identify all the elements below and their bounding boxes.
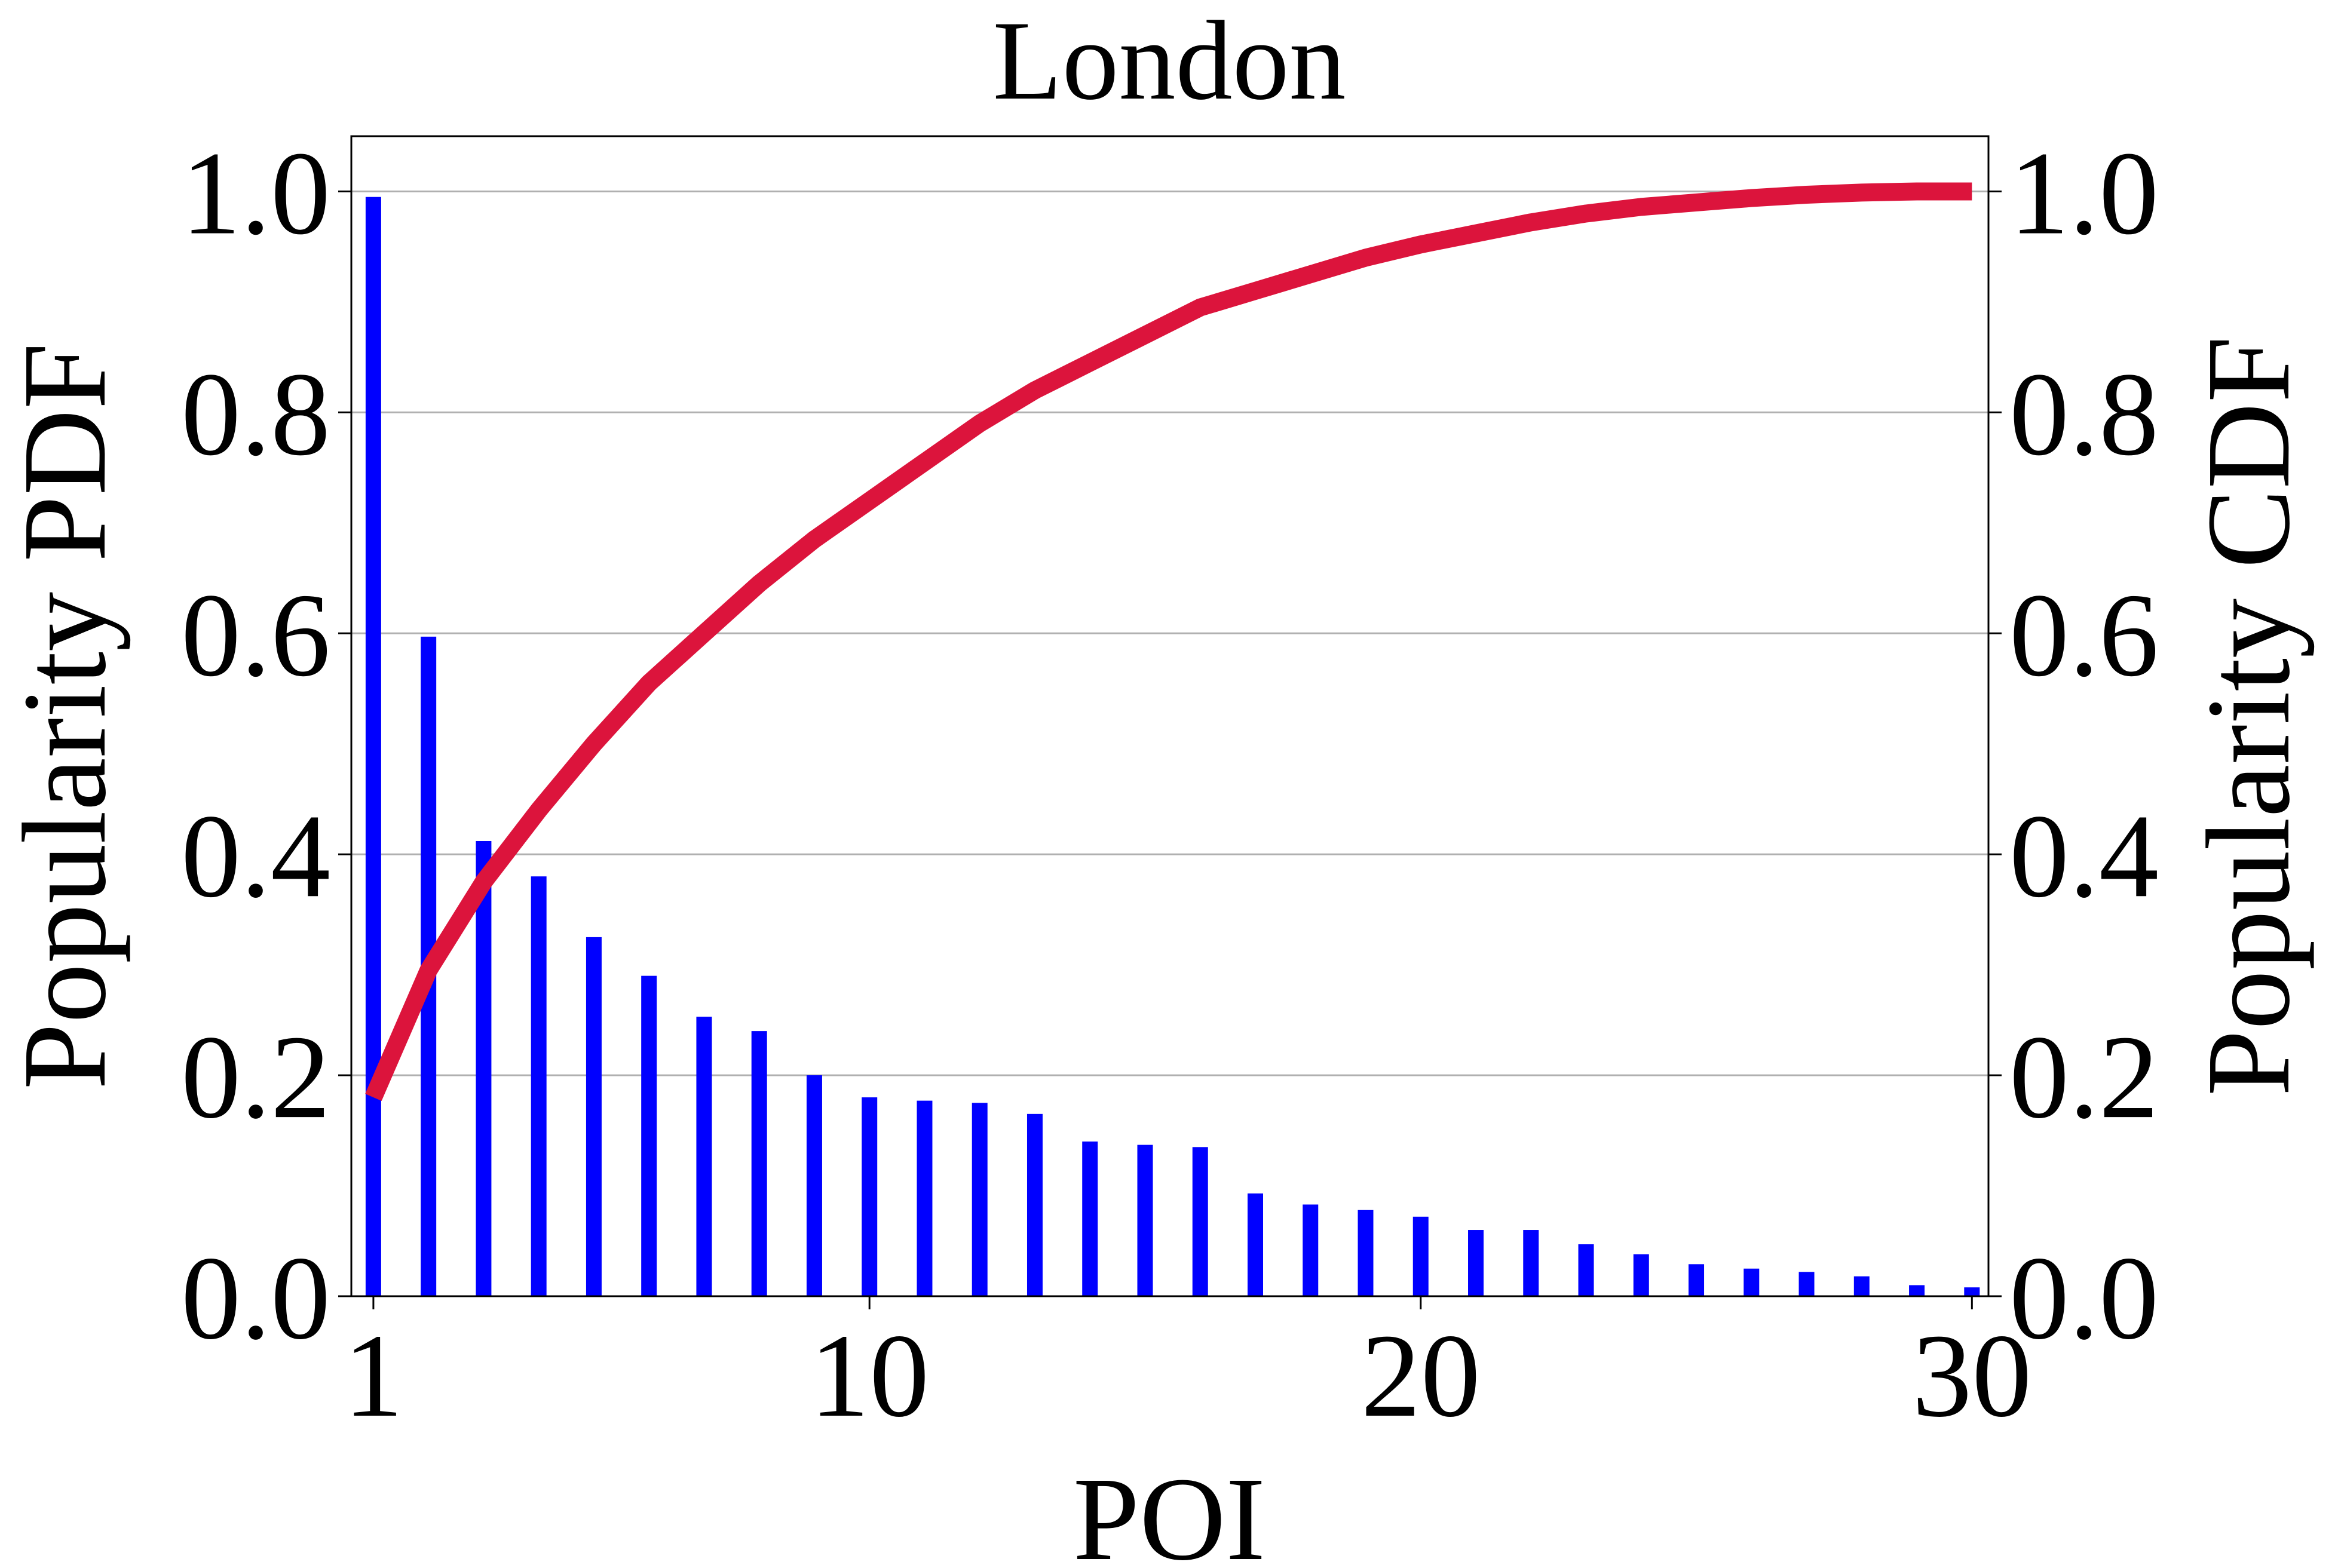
bar-16	[1192, 1147, 1208, 1296]
bar-23	[1578, 1244, 1594, 1296]
left-y-tick-label-2: 0.4	[181, 790, 330, 922]
right-y-tick-label-4: 0.8	[2009, 348, 2159, 480]
left-y-axis-label: Popularity PDF	[0, 343, 131, 1090]
x-axis: 1 10 20 30	[344, 1296, 2031, 1442]
bar-series	[365, 197, 1980, 1296]
bar-24	[1633, 1254, 1649, 1296]
bar-18	[1303, 1204, 1319, 1296]
bar-4	[531, 876, 547, 1296]
bar-13	[1026, 1113, 1043, 1296]
bar-17	[1247, 1193, 1263, 1296]
right-y-tick-label-3: 0.6	[2009, 569, 2159, 701]
left-y-tick-label-3: 0.6	[181, 569, 330, 701]
bar-19	[1358, 1210, 1374, 1296]
grid	[351, 190, 1988, 1076]
bar-28	[1853, 1276, 1870, 1296]
left-y-axis: 0.0 0.2 0.4 0.6 0.8 1.0	[181, 127, 351, 1364]
x-tick-label-10: 10	[810, 1310, 929, 1442]
bar-7	[696, 1017, 712, 1296]
bar-6	[641, 975, 657, 1296]
x-tick-label-20: 20	[1361, 1310, 1481, 1442]
chart-title: London	[992, 0, 1346, 124]
bar-12	[972, 1103, 988, 1296]
right-y-tick-label-2: 0.4	[2009, 790, 2159, 922]
bar-10	[862, 1097, 878, 1296]
bar-29	[1909, 1285, 1925, 1296]
bar-11	[917, 1100, 933, 1296]
bar-14	[1082, 1142, 1098, 1296]
right-y-tick-label-0: 0.0	[2009, 1232, 2159, 1364]
right-y-tick-label-5: 1.0	[2009, 127, 2159, 259]
left-y-tick-label-5: 1.0	[181, 127, 330, 259]
bar-25	[1689, 1264, 1705, 1296]
bar-1	[365, 197, 381, 1296]
bar-27	[1798, 1272, 1815, 1296]
right-y-axis: 0.0 0.2 0.4 0.6 0.8 1.0	[1988, 127, 2159, 1364]
x-tick-label-30: 30	[1912, 1310, 2031, 1442]
bar-15	[1137, 1144, 1153, 1296]
bar-20	[1412, 1216, 1429, 1296]
bar-30	[1964, 1287, 1980, 1296]
right-y-axis-label: Popularity CDF	[2183, 336, 2315, 1096]
bar-5	[586, 937, 602, 1296]
left-y-tick-label-0: 0.0	[181, 1232, 330, 1364]
x-tick-label-1: 1	[344, 1310, 403, 1442]
bar-22	[1523, 1230, 1539, 1296]
bar-9	[806, 1075, 822, 1296]
bar-26	[1743, 1268, 1760, 1296]
right-y-tick-label-1: 0.2	[2009, 1011, 2159, 1143]
cdf-line	[365, 182, 1972, 1101]
cdf-series	[365, 182, 1972, 1101]
left-y-tick-label-1: 0.2	[181, 1011, 330, 1143]
plot-frame	[350, 135, 1990, 1297]
left-y-tick-label-4: 0.8	[181, 348, 330, 480]
bar-8	[751, 1031, 767, 1296]
bar-3	[476, 840, 492, 1296]
x-axis-label: POI	[1073, 1453, 1265, 1568]
bar-21	[1468, 1230, 1484, 1296]
